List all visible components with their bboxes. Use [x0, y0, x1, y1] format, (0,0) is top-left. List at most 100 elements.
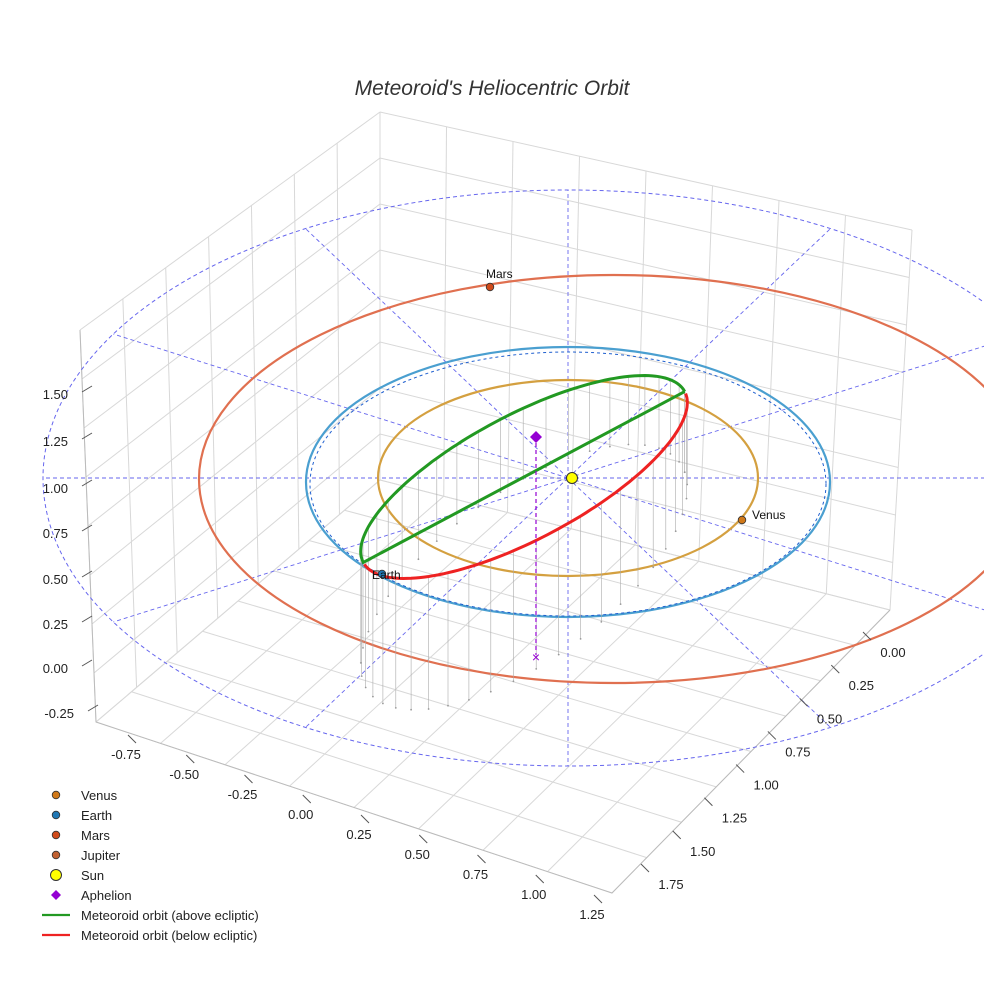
legend-circle-swatch [51, 830, 61, 840]
y-tick-label: 0.75 [785, 744, 810, 759]
grid-line [482, 577, 763, 851]
dropline-foot [652, 566, 655, 569]
x-tick-label: -0.50 [169, 767, 199, 782]
y-tick-mark [735, 764, 745, 773]
dropline-foot [664, 548, 667, 550]
aphelion-foot-icon: × [532, 649, 540, 665]
x-tick-mark [593, 894, 603, 904]
dropline-foot [489, 690, 492, 693]
legend-circle-swatch [51, 810, 61, 820]
y-tick-mark [640, 863, 650, 873]
z-tick-mark [81, 385, 93, 393]
dropline-foot [447, 704, 449, 707]
planet-marker-venus [737, 515, 747, 525]
planet-label-mars: Mars [486, 267, 513, 281]
legend-label: Jupiter [81, 848, 121, 863]
z-tick-label: 0.50 [43, 572, 68, 587]
sun-marker [566, 472, 578, 484]
markers-group: Venus Earth Mars × [372, 267, 785, 665]
legend-item: Meteoroid orbit (below ecliptic) [42, 928, 257, 943]
grid-line [87, 295, 381, 527]
legend-label: Meteoroid orbit (below ecliptic) [81, 928, 257, 943]
dropline-foot [627, 443, 630, 446]
grid-line [379, 295, 902, 421]
axis-grid [79, 111, 913, 894]
x-tick-label: 0.75 [463, 867, 488, 882]
dropline-foot [417, 558, 420, 561]
dropline-foot [372, 695, 374, 698]
z-tick-label: 0.00 [43, 661, 68, 676]
meteoroid-orbit-below [363, 393, 689, 581]
reference-spoke [305, 228, 569, 479]
x-tick-mark [127, 734, 137, 744]
dropline-foot [435, 540, 438, 542]
dropline-foot [674, 530, 677, 533]
planet-marker-earth [377, 569, 387, 579]
grid-line [379, 341, 899, 468]
dropline-foot [367, 630, 370, 633]
grid-line [547, 593, 827, 872]
z-tick-mark [87, 704, 99, 712]
dropline-foot [678, 461, 680, 463]
planet-label-earth: Earth [372, 568, 401, 582]
legend-item: Jupiter [51, 848, 121, 863]
z-tick-mark [81, 524, 93, 532]
legend-circle-swatch [51, 850, 61, 860]
legend-label: Venus [81, 788, 118, 803]
grid-line [85, 249, 381, 478]
axis-ticks: -0.25 0.00 0.25 0.50 0.75 1.00 1.25 1.50 -0.75 -0… [43, 385, 906, 922]
orbit-mars [198, 273, 984, 685]
y-tick-mark [704, 797, 713, 807]
planet-orbits [198, 273, 984, 685]
reference-spoke [113, 333, 569, 479]
reference-spoke [567, 345, 984, 479]
z-tick-mark [81, 432, 93, 440]
dropline-foot [644, 444, 646, 446]
dropline-foot [512, 680, 515, 683]
legend-label: Aphelion [81, 888, 132, 903]
grid-line [379, 157, 910, 278]
grid-line [83, 203, 381, 429]
legend-circle-swatch [50, 869, 62, 881]
reference-spoke [567, 477, 831, 728]
planet-label-venus: Venus [752, 508, 785, 522]
grid-line [379, 433, 893, 563]
legend-diamond-swatch [51, 890, 61, 900]
meteoroid-droplines [359, 375, 689, 711]
box-edge [79, 329, 891, 894]
z-tick-label: 1.50 [43, 387, 68, 402]
x-tick-mark [535, 874, 545, 884]
y-tick-mark [862, 631, 872, 641]
grid-line [79, 111, 381, 331]
grid-line [81, 157, 381, 380]
dropline-foot [609, 445, 611, 448]
z-tick-mark [81, 615, 93, 623]
dropline-foot [535, 668, 538, 670]
meteoroid-orbit-above [359, 373, 686, 565]
grid-line [379, 249, 904, 373]
orbit-earth-inner [309, 351, 827, 617]
x-tick-mark [185, 754, 195, 764]
x-tick-mark [477, 854, 486, 864]
legend-item: Meteoroid orbit (above ecliptic) [42, 908, 259, 923]
dropline-foot [359, 662, 362, 664]
x-tick-label: 0.25 [346, 827, 371, 842]
grid-line [353, 544, 636, 808]
legend-item: Venus [51, 788, 118, 803]
y-tick-label: 0.00 [880, 645, 905, 660]
grid-line [224, 512, 508, 766]
dropline-foot [360, 675, 363, 677]
z-tick-label: 1.00 [43, 481, 68, 496]
legend-item: Aphelion [51, 888, 132, 903]
x-tick-mark [244, 774, 253, 784]
legend-item: Sun [50, 868, 104, 883]
x-tick-label: 1.25 [579, 907, 604, 922]
z-tick-mark [81, 479, 93, 487]
dropline-foot [362, 647, 364, 649]
y-tick-mark [799, 697, 808, 707]
dropline-foot [387, 595, 390, 598]
x-tick-mark [360, 814, 370, 824]
grid-line [379, 111, 913, 231]
grid-line [95, 479, 381, 723]
dropline-foot [499, 491, 502, 494]
